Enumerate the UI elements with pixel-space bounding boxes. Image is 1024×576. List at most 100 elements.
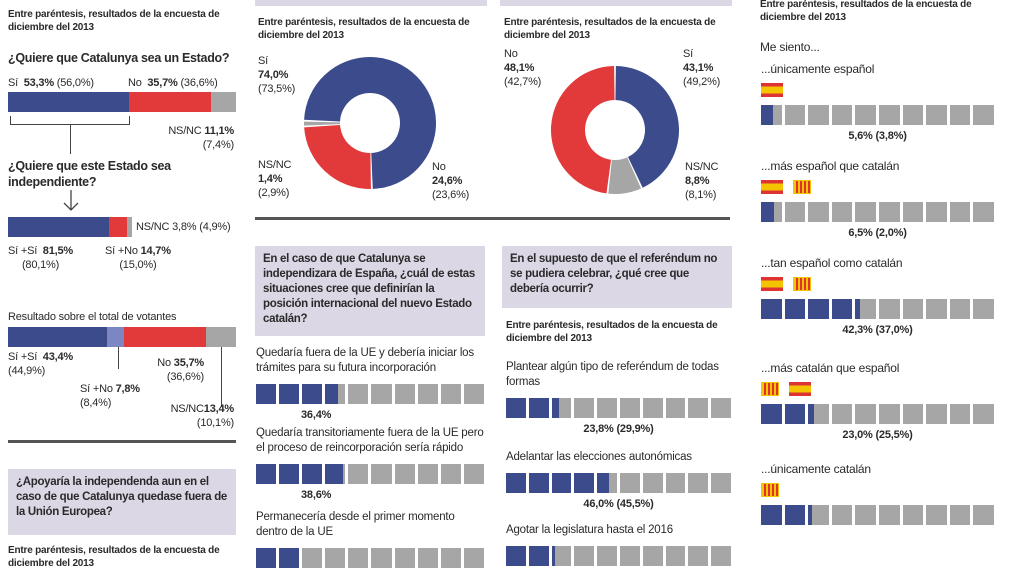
bar-cell	[949, 202, 971, 222]
bar-item: ...más español que catalán 6,5% (2,0%)	[761, 159, 994, 240]
segmented-bar	[761, 404, 994, 424]
bar-cell	[761, 202, 782, 222]
segmented-bar	[761, 202, 994, 222]
bar-cell	[973, 105, 994, 125]
bar-cell	[688, 398, 709, 418]
bar-cell	[761, 105, 782, 125]
bar-cell	[279, 384, 300, 404]
bar-item-label: Permanecería desde el primer momento den…	[256, 511, 455, 538]
bar-cell-fill	[551, 398, 560, 418]
bar-item: Permanecería desde el primer momento den…	[256, 510, 484, 568]
survey-note: Entre paréntesis, resultados de la encue…	[8, 9, 220, 33]
label-nsnc: NS/NC 3,8% (4,9%)	[136, 221, 231, 233]
bar-cell	[926, 404, 947, 424]
bar-item: ...más catalán que español 23,0% (25,5%)	[761, 361, 994, 442]
bar-cell	[371, 464, 392, 484]
donut-chart-1	[304, 57, 436, 189]
section-divider	[8, 440, 236, 443]
bar-cell	[394, 548, 415, 568]
stacked-bar-independiente	[8, 217, 132, 237]
label-sino: Sí +No 7,8% (8,4%)	[80, 383, 140, 409]
bar-value-label: 42,3% (37,0%)	[842, 324, 913, 336]
bar-cell-fill	[279, 464, 300, 484]
bar-cell-fill	[808, 299, 829, 319]
bar-cell	[902, 505, 924, 525]
bar-cell	[665, 473, 686, 493]
bar-cell-fill	[784, 299, 806, 319]
bar-cell-fill	[551, 546, 555, 566]
bar-cell	[597, 546, 617, 566]
donut1-label-si: Sí 74,0% (73,5%)	[258, 55, 296, 95]
label-sino: Sí +No 14,7% (15,0%)	[105, 245, 171, 271]
bar-cell	[394, 464, 415, 484]
bar-value-label: 5,6% (3,8%)	[848, 130, 907, 142]
catalonia-flag-icon	[793, 277, 811, 291]
bar-cell	[279, 548, 300, 568]
bar-cell	[528, 546, 549, 566]
bar-cell	[831, 505, 853, 525]
bar-cell	[619, 473, 640, 493]
bar-segment-ns-nc	[210, 92, 236, 112]
bar-value-label: 23,8% (29,9%)	[583, 423, 654, 435]
bar-cell	[711, 473, 731, 493]
bar-segment-no	[129, 92, 211, 112]
bar-cell	[831, 404, 853, 424]
bar-cell	[348, 548, 369, 568]
bar-cell	[855, 202, 876, 222]
spain-flag-icon	[761, 277, 783, 291]
bar-value-label: 23,0% (25,5%)	[842, 429, 913, 441]
bar-cell	[949, 505, 971, 525]
question-estado: ¿Quiere que Catalunya sea un Estado?	[8, 51, 230, 65]
bar-cell	[463, 548, 484, 568]
bar-cell	[506, 546, 526, 566]
bar-cell-fill	[808, 404, 815, 424]
donut2-label-si: Sí 43,1% (49,2%)	[683, 48, 721, 88]
bar-cell	[926, 299, 947, 319]
bar-cell	[325, 384, 346, 404]
bar-cell	[417, 548, 438, 568]
arrow-down-icon	[63, 190, 79, 211]
bar-cell-fill	[761, 299, 782, 319]
segmented-bar	[506, 546, 731, 566]
segmented-bar	[506, 398, 731, 418]
bar-cell-fill	[325, 384, 339, 404]
bar-item: Plantear algún tipo de referéndum de tod…	[506, 360, 731, 436]
bar-segment-s-s-	[8, 217, 110, 237]
me-siento-label: Me siento...	[760, 40, 820, 54]
bar-cell-fill	[528, 398, 549, 418]
bar-cell-fill	[855, 299, 861, 319]
donut-slice-s-	[615, 66, 679, 188]
bar-cell	[878, 505, 900, 525]
bar-value-label: 36,4%	[301, 409, 332, 421]
bar-cell-fill	[551, 473, 572, 493]
bar-cell	[973, 404, 994, 424]
bar-cell	[808, 404, 829, 424]
bar-item: ...únicamente catalán	[761, 462, 994, 525]
bar-cell	[371, 384, 392, 404]
bar-cell	[808, 505, 829, 525]
bar-item: Quedaría transitoriamente fuera de la UE…	[256, 426, 484, 502]
bar-cell-fill	[528, 546, 549, 566]
bar-cell	[855, 105, 876, 125]
bar-cell	[440, 384, 461, 404]
bar-cell-fill	[761, 202, 775, 222]
bar-segment-no	[124, 327, 206, 347]
segmented-bar	[761, 299, 994, 319]
donut-slice-s-	[304, 57, 436, 189]
bar-cell	[711, 546, 731, 566]
bar-item-label: ...más catalán que español	[761, 361, 900, 375]
bar-cell	[325, 548, 346, 568]
bar-cell	[784, 505, 806, 525]
bar-cell	[528, 473, 549, 493]
bar-cell	[642, 546, 663, 566]
bar-cell-fill	[506, 546, 526, 566]
bar-cell	[440, 548, 461, 568]
bar-cell-fill	[279, 548, 300, 568]
bar-item-label: Plantear algún tipo de referéndum de tod…	[506, 361, 719, 388]
segmented-bar	[761, 105, 994, 125]
bar-cell	[597, 473, 617, 493]
bar-cell-fill	[325, 464, 343, 484]
bar-list-posicion: Quedaría fuera de la UE y debería inicia…	[256, 346, 484, 568]
question-box-referendum: En el supuesto de que el referéndum no s…	[502, 246, 732, 308]
stacked-bar-total	[8, 327, 236, 347]
